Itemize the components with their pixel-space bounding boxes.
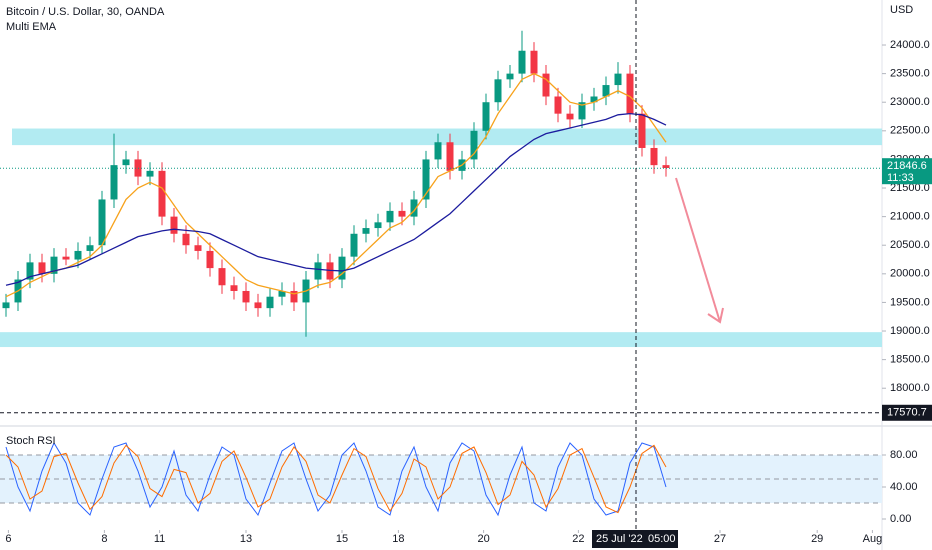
y-tick-label: 20000.0 (890, 268, 930, 280)
y-tick-label: 20500.0 (890, 239, 930, 251)
candle-body (74, 250, 82, 260)
candle-body (614, 73, 622, 86)
candle-body (266, 296, 274, 309)
candle-body (470, 130, 478, 160)
candle-body (314, 262, 322, 280)
candle-body (626, 73, 634, 114)
candle-body (194, 245, 202, 251)
candle-body (98, 199, 106, 246)
candle-body (254, 302, 262, 309)
x-tick-label: 27 (714, 533, 726, 545)
x-tick-label: 20 (477, 533, 489, 545)
y-tick-label: 23500.0 (890, 68, 930, 80)
currency: USD (890, 4, 913, 16)
candle-body (422, 159, 430, 200)
y-tick-label: 18000.0 (890, 382, 930, 394)
candle-body (494, 79, 502, 103)
candle-body (2, 302, 10, 309)
candle-body (146, 170, 154, 177)
ema-line (5, 113, 667, 286)
marker-box (882, 404, 932, 421)
candle-body (122, 159, 130, 166)
y-tick-label: 23000.0 (890, 96, 930, 108)
x-tick-label: Aug (863, 533, 883, 545)
y-tick-label: 0.00 (890, 513, 911, 525)
y-tick-label: 19500.0 (890, 296, 930, 308)
x-tick-label: 6 (5, 533, 11, 545)
crosshair-box (592, 530, 678, 548)
candle-body (602, 85, 610, 97)
candle-body (434, 142, 442, 160)
x-tick-label: 13 (240, 533, 252, 545)
projection-arrow (675, 177, 721, 323)
candle-body (506, 73, 514, 80)
candle-body (230, 285, 238, 291)
candle-body (290, 290, 298, 303)
candle-body (554, 96, 562, 114)
y-tick-label: 40.00 (890, 481, 918, 493)
last-price-box (882, 158, 932, 185)
y-tick-label: 24000.0 (890, 39, 930, 51)
x-tick-label: 15 (336, 533, 348, 545)
y-tick-label: 21500.0 (890, 182, 930, 194)
candle-body (578, 102, 586, 120)
candle-body (362, 228, 370, 234)
candle-body (158, 170, 166, 217)
crosshair-date: 25 Jul '22 (596, 533, 643, 545)
candle-body (350, 233, 358, 257)
candle-body (182, 233, 190, 246)
candle-body (62, 256, 70, 260)
candle-body (638, 113, 646, 148)
candle-body (386, 210, 394, 223)
candle-body (542, 73, 550, 97)
candle-body (650, 147, 658, 166)
candle-body (86, 245, 94, 251)
candle-body (482, 102, 490, 131)
ema-line (5, 72, 667, 298)
candle-body (398, 210, 406, 217)
candle-body (50, 256, 58, 274)
candle-body (566, 113, 574, 120)
y-tick-label: 19000.0 (890, 325, 930, 337)
y-tick-label: 21000.0 (890, 211, 930, 223)
indicator-name: Multi EMA (6, 21, 57, 33)
candle-body (218, 268, 226, 286)
candle-body (410, 199, 418, 217)
marker-label: 17570.7 (887, 407, 927, 419)
x-tick-label: 11 (154, 533, 165, 545)
x-tick-label: 8 (101, 533, 107, 545)
candle-body (590, 96, 598, 103)
candle-body (518, 50, 526, 74)
x-tick-label: 22 (572, 533, 584, 545)
zone (0, 332, 882, 348)
candle-body (662, 165, 670, 168)
chart-title: Bitcoin / U.S. Dollar, 30, OANDA (6, 6, 165, 18)
y-tick-label: 18500.0 (890, 354, 930, 366)
stoch-line (5, 444, 667, 514)
candle-body (338, 256, 346, 280)
candle-body (278, 290, 286, 297)
candle-body (206, 250, 214, 269)
countdown: 11:33 (887, 172, 914, 184)
y-tick-label: 80.00 (890, 449, 918, 461)
candle-body (242, 290, 250, 303)
candle-body (446, 142, 454, 171)
candle-body (110, 165, 118, 200)
candle-body (26, 262, 34, 280)
candle-body (530, 50, 538, 74)
x-tick-label: 29 (811, 533, 823, 545)
x-tick-label: 18 (392, 533, 404, 545)
projection-arrowhead (707, 307, 724, 324)
crosshair-time: 05:00 (648, 533, 676, 545)
last-price-label: 21846.6 (887, 160, 927, 172)
candle-body (38, 262, 46, 274)
y-tick-label: 22500.0 (890, 125, 930, 137)
candle-body (170, 216, 178, 234)
candle-body (374, 222, 382, 229)
stoch-line (5, 441, 667, 517)
stoch-title: Stoch RSI (6, 435, 56, 447)
